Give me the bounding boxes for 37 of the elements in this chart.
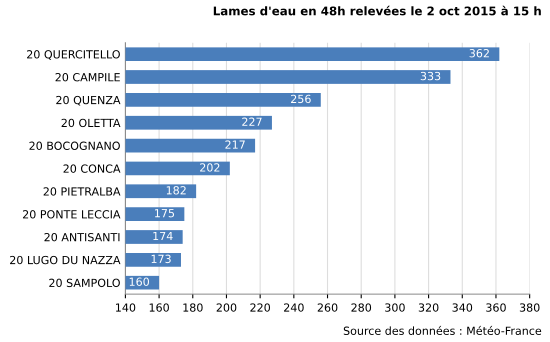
data-label: 160 [130,278,149,286]
data-label: 333 [420,72,440,80]
y-tick-label: 20 PONTE LECCIA [22,210,120,219]
y-tick-label: 20 PIETRALBA [44,187,120,196]
y-tick-label: 20 CONCA [64,164,120,173]
x-tick-label: 340 [452,303,472,312]
data-label: 175 [155,209,174,218]
y-tick-label: 20 OLETTA [62,118,120,128]
data-label: 217 [225,140,245,149]
data-label: 227 [242,118,262,126]
x-tick-label: 180 [183,303,203,312]
source-note: Source des données : Météo-France [344,326,542,335]
y-tick-label: 20 CAMPILE [56,73,120,82]
data-label: 182 [166,186,186,195]
x-tick-label: 260 [318,303,338,312]
x-tick-label: 380 [520,303,540,312]
x-tick-label: 200 [216,303,236,312]
y-tick-label: 20 QUERCITELLO [27,50,120,60]
chart-title: Lames d'eau en 48h relevées le 2 oct 2015 à 15 h [214,6,541,16]
x-tick-label: 360 [486,303,506,312]
x-tick-label: 240 [284,303,304,312]
x-tick-label: 140 [116,303,136,312]
y-tick-label: 20 ANTISANTI [44,232,120,242]
y-tick-label: 20 SAMPOLO [49,278,120,288]
data-label: 174 [153,232,173,240]
x-tick-label: 280 [351,303,372,312]
x-tick-label: 300 [385,303,405,312]
x-tick-label: 220 [250,303,270,312]
data-label: 173 [152,254,171,264]
x-tick-label: 160 [150,303,169,312]
y-tick-label: 20 LUGO DU NAZZA [10,256,120,264]
x-tick-label: 320 [418,303,438,312]
data-label: 202 [200,163,220,172]
y-tick-label: 20 QUENZA [56,96,120,106]
y-tick-label: 20 BOCOGNANO [29,142,120,150]
data-label: 256 [291,94,311,104]
data-label: 362 [470,48,489,58]
